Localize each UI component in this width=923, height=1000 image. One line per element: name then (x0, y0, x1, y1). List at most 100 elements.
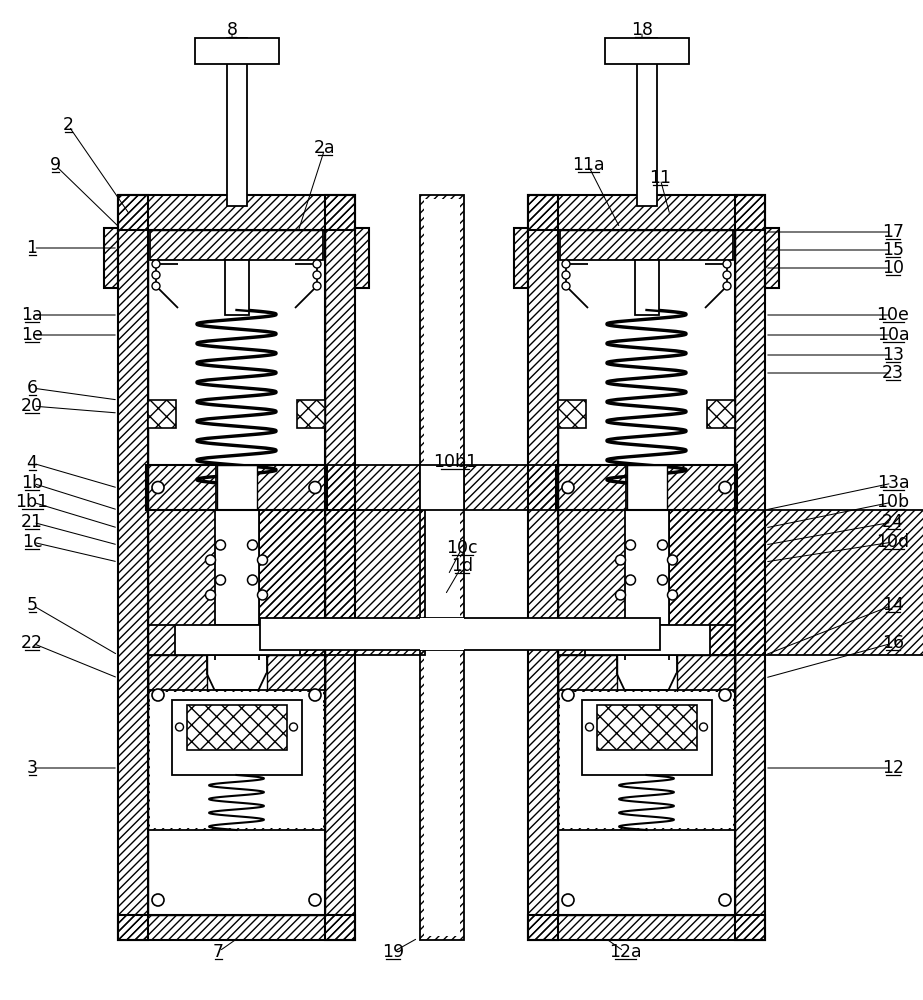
Circle shape (700, 723, 708, 731)
Circle shape (206, 555, 215, 565)
Bar (325, 465, 419, 510)
Bar (150, 230, 323, 260)
Circle shape (313, 271, 321, 279)
Circle shape (309, 894, 321, 906)
Text: 1a: 1a (21, 306, 42, 324)
Bar (118, 915, 355, 940)
Text: 10e: 10e (877, 306, 909, 324)
Bar (605, 38, 689, 64)
Bar (596, 705, 697, 750)
Bar (558, 655, 617, 705)
Circle shape (215, 540, 225, 550)
Circle shape (247, 540, 258, 550)
Circle shape (215, 575, 225, 585)
Bar (558, 400, 586, 428)
Text: 4: 4 (27, 454, 38, 472)
Circle shape (719, 894, 731, 906)
Bar (558, 230, 735, 915)
Circle shape (562, 689, 574, 701)
Bar (514, 228, 528, 288)
Bar (148, 655, 207, 705)
Text: 18: 18 (631, 21, 653, 39)
Bar (558, 510, 923, 655)
Bar (556, 465, 737, 510)
Circle shape (667, 590, 677, 600)
Circle shape (206, 590, 215, 600)
Text: 1c: 1c (21, 533, 42, 551)
Bar (118, 195, 148, 940)
Circle shape (313, 260, 321, 268)
Text: 2a: 2a (314, 139, 336, 157)
Bar (186, 705, 286, 750)
Text: 19: 19 (382, 943, 404, 961)
Bar (217, 465, 257, 510)
Text: 10c: 10c (446, 539, 478, 557)
Text: 23: 23 (882, 364, 904, 382)
Circle shape (152, 260, 160, 268)
Bar (148, 510, 425, 655)
Bar (148, 400, 176, 428)
Circle shape (723, 282, 731, 290)
Bar (146, 465, 216, 510)
Circle shape (175, 723, 184, 731)
Circle shape (247, 575, 258, 585)
Text: 12a: 12a (608, 943, 641, 961)
Text: 11: 11 (649, 169, 671, 187)
Bar (666, 465, 736, 510)
Bar (558, 690, 735, 830)
Circle shape (313, 282, 321, 290)
Circle shape (719, 482, 731, 493)
Text: 6: 6 (27, 379, 38, 397)
Bar (267, 655, 325, 705)
Bar (677, 655, 735, 705)
Bar (150, 692, 323, 828)
Text: 10b: 10b (877, 493, 909, 511)
Circle shape (152, 894, 164, 906)
Circle shape (152, 271, 160, 279)
Text: 14: 14 (882, 596, 904, 614)
Text: 1e: 1e (21, 326, 43, 344)
Circle shape (723, 271, 731, 279)
Text: 15: 15 (882, 241, 904, 259)
Bar (735, 195, 765, 940)
Bar (355, 228, 369, 288)
Text: 1: 1 (27, 239, 38, 257)
Circle shape (562, 482, 574, 493)
Circle shape (723, 260, 731, 268)
Text: 24: 24 (882, 513, 904, 531)
Bar (581, 700, 712, 775)
Circle shape (719, 689, 731, 701)
Bar (195, 38, 279, 64)
Text: 12: 12 (882, 759, 904, 777)
Text: 13: 13 (882, 346, 904, 364)
Circle shape (657, 575, 667, 585)
Circle shape (309, 689, 321, 701)
Text: 10b1: 10b1 (433, 453, 477, 471)
Bar (668, 510, 735, 655)
Text: 7: 7 (212, 943, 223, 961)
Bar (560, 230, 733, 260)
Bar (104, 228, 118, 288)
Text: 10: 10 (882, 259, 904, 277)
Circle shape (626, 575, 636, 585)
Bar (637, 38, 656, 206)
Bar (463, 465, 558, 510)
Bar (148, 230, 325, 915)
Text: 5: 5 (27, 596, 38, 614)
Bar (260, 618, 660, 650)
Text: 1b1: 1b1 (16, 493, 49, 511)
Bar (214, 510, 258, 625)
Bar (148, 690, 325, 830)
Text: 20: 20 (21, 397, 43, 415)
Bar (584, 625, 710, 655)
Bar (419, 195, 463, 940)
Text: 2: 2 (63, 116, 74, 134)
Circle shape (309, 482, 321, 493)
Bar (528, 915, 765, 940)
Bar (634, 260, 658, 315)
Bar (226, 38, 246, 206)
Circle shape (585, 723, 593, 731)
Bar (419, 618, 463, 650)
Text: 1d: 1d (451, 557, 473, 575)
Circle shape (562, 260, 570, 268)
